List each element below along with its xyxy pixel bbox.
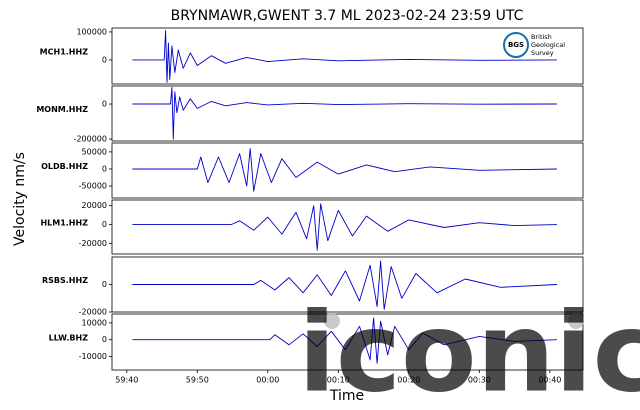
logo-text: Geological <box>531 41 565 49</box>
logo-text: Survey <box>531 49 554 57</box>
y-tick-label: -20000 <box>79 239 107 248</box>
y-axis-label: Velocity nm/s <box>12 152 28 246</box>
x-tick-label: 00:10 <box>327 376 350 385</box>
station-label: HLM1.HHZ <box>40 219 88 228</box>
waveform <box>132 86 557 140</box>
station-label: MONM.HHZ <box>36 105 88 114</box>
y-tick-label: 0 <box>102 220 107 229</box>
x-tick-label: 00:30 <box>468 376 491 385</box>
y-tick-label: -200000 <box>74 135 107 144</box>
y-tick-label: -20000 <box>79 308 107 317</box>
y-tick-label: 10000 <box>82 318 107 327</box>
waveform <box>132 148 557 192</box>
logo-text: British <box>531 33 552 41</box>
y-tick-label: 50000 <box>82 147 107 156</box>
x-axis-label: Time <box>329 388 364 404</box>
panel-frame <box>111 142 584 199</box>
x-tick-label: 00:40 <box>538 376 561 385</box>
y-tick-label: 0 <box>102 335 107 344</box>
waveform <box>132 317 557 364</box>
watermark-dot <box>568 313 584 329</box>
y-tick-label: 0 <box>102 100 107 109</box>
watermark-dot <box>324 313 340 329</box>
y-tick-label: 0 <box>102 280 107 289</box>
waveform <box>132 203 557 251</box>
logo-abbr: BGS <box>508 41 524 49</box>
waveform <box>132 30 557 83</box>
y-tick-label: 20000 <box>82 201 107 210</box>
y-tick-label: 100000 <box>76 27 107 36</box>
x-tick-label: 59:50 <box>186 376 209 385</box>
y-tick-label: -50000 <box>79 182 107 191</box>
station-label: MCH1.HHZ <box>40 48 89 57</box>
panel-frame <box>111 85 584 142</box>
logo-badge <box>503 32 529 58</box>
panel-frame <box>111 199 584 255</box>
chart-title: BRYNMAWR,GWENT 3.7 ML 2023-02-24 23:59 U… <box>171 8 524 24</box>
y-tick-label: 0 <box>102 55 107 64</box>
station-label: OLDB.HHZ <box>41 162 88 171</box>
station-label: LLW.BHZ <box>49 334 89 343</box>
waveform <box>132 260 557 310</box>
y-tick-label: -10000 <box>79 352 107 361</box>
watermark: iconic <box>298 288 640 410</box>
x-tick-label: 00:00 <box>256 376 279 385</box>
panel-frame <box>111 313 584 371</box>
station-label: RSBS.HHZ <box>42 276 88 285</box>
x-tick-label: 00:20 <box>397 376 420 385</box>
panel-frame <box>111 27 584 85</box>
y-tick-label: 0 <box>102 164 107 173</box>
x-tick-label: 59:40 <box>115 376 138 385</box>
